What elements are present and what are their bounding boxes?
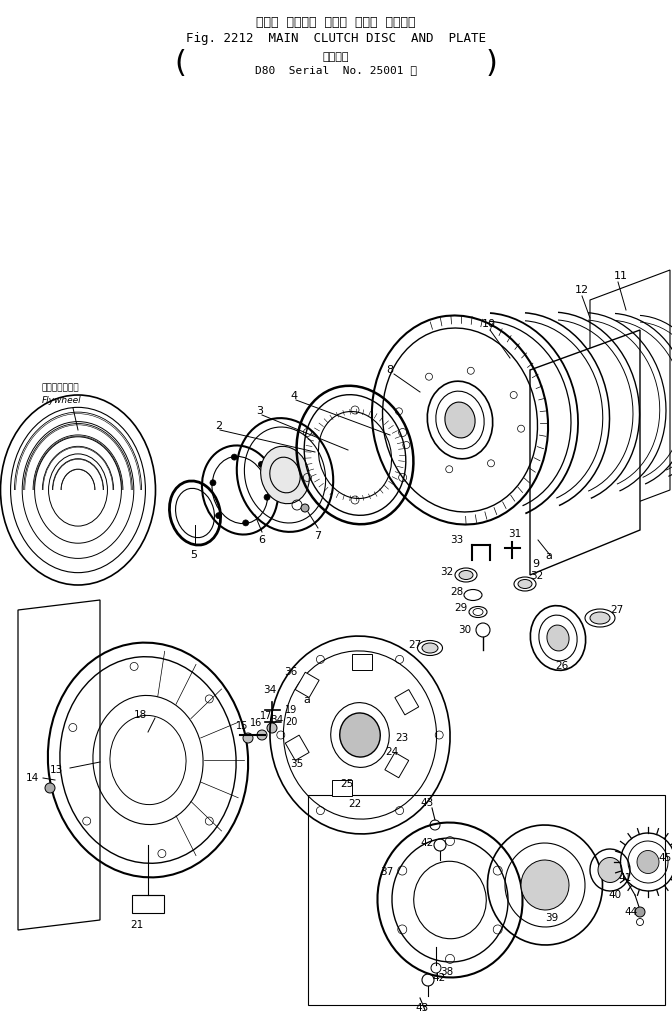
Text: 17: 17	[260, 711, 272, 721]
Text: 33: 33	[450, 535, 463, 545]
Circle shape	[264, 494, 270, 500]
Ellipse shape	[422, 643, 438, 653]
Text: 3: 3	[256, 406, 263, 416]
Text: 13: 13	[50, 765, 63, 775]
Bar	[132, 895, 164, 913]
Text: 6: 6	[258, 535, 265, 545]
Text: 36: 36	[284, 667, 297, 677]
Ellipse shape	[521, 860, 569, 910]
Text: 34: 34	[270, 715, 284, 725]
Text: 39: 39	[545, 913, 558, 923]
Text: 15: 15	[236, 721, 249, 731]
Text: 12: 12	[575, 285, 589, 294]
Text: 9: 9	[532, 559, 539, 569]
Ellipse shape	[637, 851, 659, 873]
Ellipse shape	[459, 571, 473, 580]
Text: 43: 43	[415, 1003, 428, 1013]
Circle shape	[45, 783, 55, 793]
Text: 2: 2	[215, 421, 222, 431]
Ellipse shape	[598, 858, 622, 882]
Bar	[352, 654, 372, 671]
Text: 27: 27	[408, 640, 421, 650]
Text: フライホイール: フライホイール	[42, 383, 79, 392]
Circle shape	[231, 454, 237, 461]
Text: 4: 4	[290, 391, 297, 401]
Polygon shape	[18, 600, 100, 930]
Circle shape	[257, 730, 267, 740]
Text: Flywheel: Flywheel	[42, 396, 81, 405]
Text: Fig. 2212  MAIN  CLUTCH DISC  AND  PLATE: Fig. 2212 MAIN CLUTCH DISC AND PLATE	[186, 32, 486, 45]
Circle shape	[267, 723, 277, 733]
Text: 16: 16	[250, 718, 262, 728]
Text: 22: 22	[348, 799, 362, 809]
Text: 45: 45	[658, 853, 671, 863]
Text: 30: 30	[458, 625, 471, 635]
Polygon shape	[530, 330, 640, 575]
Ellipse shape	[445, 403, 475, 438]
Circle shape	[243, 520, 249, 526]
Text: 43: 43	[420, 798, 433, 808]
Text: 28: 28	[450, 587, 463, 597]
Text: 41: 41	[618, 873, 631, 883]
Text: 23: 23	[395, 733, 409, 743]
Ellipse shape	[518, 580, 532, 589]
Text: 19: 19	[285, 705, 297, 715]
Text: 42: 42	[432, 973, 446, 983]
Text: D80  Serial  No. 25001 ～: D80 Serial No. 25001 ～	[255, 65, 417, 75]
Text: 7: 7	[314, 531, 321, 541]
Circle shape	[216, 513, 222, 519]
Text: 40: 40	[608, 890, 621, 900]
Text: 適用号機: 適用号機	[323, 52, 349, 62]
Circle shape	[258, 462, 264, 468]
Text: 34: 34	[263, 685, 276, 695]
Text: 27: 27	[610, 605, 623, 615]
Bar	[295, 673, 319, 698]
Text: 21: 21	[130, 920, 143, 930]
Text: 26: 26	[555, 661, 569, 671]
Circle shape	[301, 504, 309, 512]
Ellipse shape	[340, 713, 380, 757]
Text: 11: 11	[614, 271, 628, 281]
Text: 32: 32	[440, 567, 453, 577]
Bar	[395, 690, 419, 715]
Text: a: a	[545, 551, 552, 561]
Ellipse shape	[331, 703, 389, 767]
Polygon shape	[308, 795, 665, 1005]
Text: 42: 42	[420, 838, 433, 848]
Text: 29: 29	[454, 603, 467, 613]
Text: a: a	[303, 695, 310, 705]
Circle shape	[210, 480, 216, 486]
Text: 8: 8	[386, 365, 393, 375]
Text: 20: 20	[285, 717, 298, 727]
Text: 10: 10	[482, 319, 496, 329]
Text: 18: 18	[134, 710, 147, 720]
Text: 5: 5	[190, 550, 197, 560]
Bar	[332, 780, 352, 796]
Ellipse shape	[590, 612, 610, 624]
Bar	[286, 735, 309, 760]
Text: 38: 38	[440, 967, 453, 977]
Circle shape	[243, 733, 253, 743]
Text: ): )	[486, 49, 498, 77]
Text: 44: 44	[624, 907, 637, 917]
Ellipse shape	[261, 446, 309, 503]
Polygon shape	[590, 270, 670, 520]
Text: 35: 35	[290, 759, 303, 769]
Text: 32: 32	[530, 571, 543, 581]
Text: 24: 24	[385, 747, 398, 757]
Text: 31: 31	[508, 529, 521, 539]
Text: 25: 25	[340, 779, 353, 789]
Ellipse shape	[547, 625, 569, 651]
Text: (: (	[174, 49, 186, 77]
Text: 14: 14	[26, 773, 39, 783]
Text: メイン  クラッチ  デスク  および  プレート: メイン クラッチ デスク および プレート	[256, 16, 416, 29]
Bar	[385, 752, 409, 777]
Circle shape	[635, 907, 645, 917]
Text: 37: 37	[380, 867, 393, 877]
